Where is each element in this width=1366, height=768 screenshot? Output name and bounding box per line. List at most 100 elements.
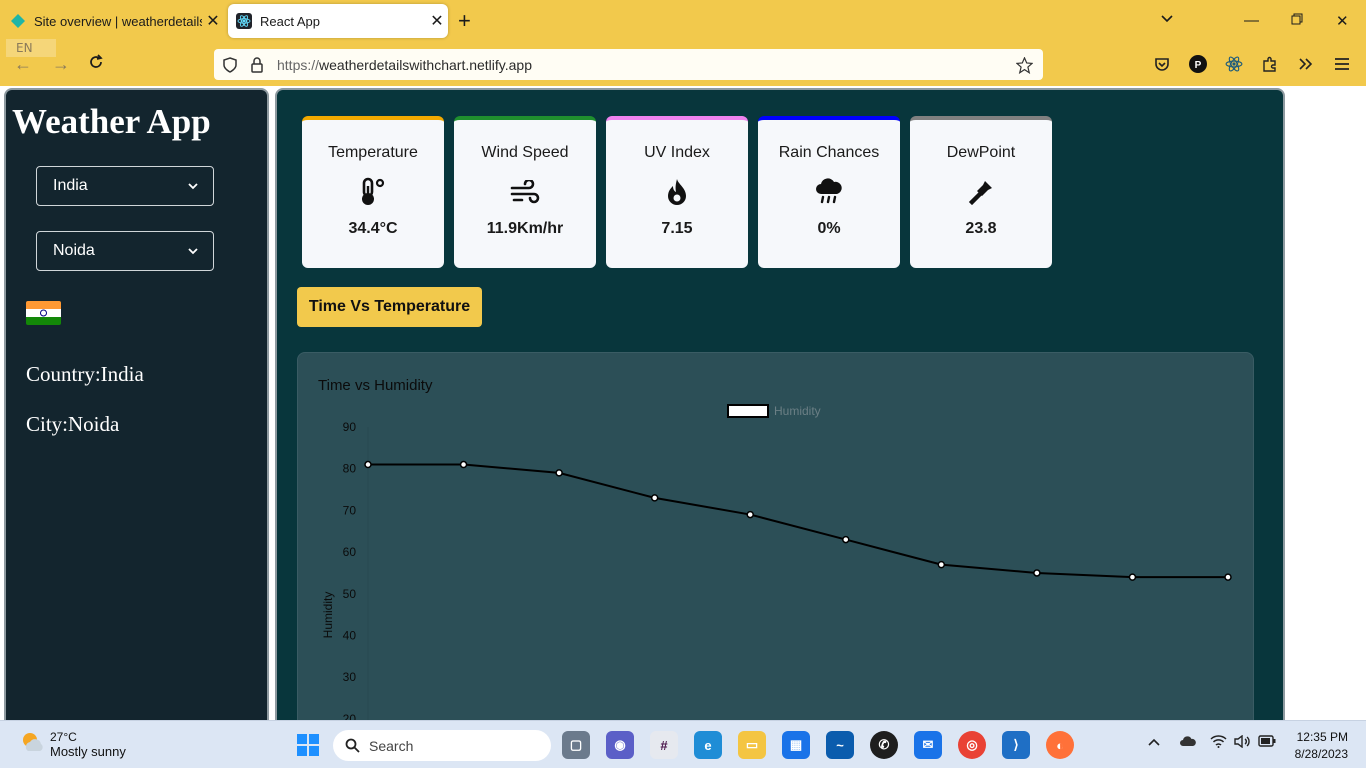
country-select[interactable]: India (36, 166, 214, 206)
tab-site-overview[interactable]: Site overview | weatherdetailswi ✕ (0, 4, 224, 38)
whiteboard-icon[interactable]: ~ (826, 731, 854, 759)
forward-icon[interactable]: → (52, 54, 70, 74)
netlify-icon (10, 13, 26, 29)
lock-icon[interactable] (250, 57, 264, 78)
humidity-data-point[interactable] (1033, 569, 1041, 577)
onedrive-cloud-icon[interactable] (1180, 735, 1196, 750)
card-value: 0% (817, 220, 841, 237)
reload-icon[interactable] (88, 54, 104, 75)
fire-icon (606, 174, 748, 210)
humidity-data-point[interactable] (555, 469, 563, 477)
city-label: City:Noida (26, 412, 120, 436)
windows-taskbar: 27°C Mostly sunny Search ▢ ◉ # e ▭ ▦ ~ ✆… (0, 720, 1366, 768)
wind-icon (454, 174, 596, 210)
tab-label: React App (260, 13, 320, 29)
slack-icon[interactable]: # (650, 731, 678, 759)
thermometer-icon (302, 174, 444, 210)
humidity-chart-card: Time vs Humidity Humidity Humidity 90 80 7… (297, 352, 1254, 720)
wifi-icon[interactable] (1210, 735, 1227, 751)
search-icon (345, 738, 360, 756)
edge-icon[interactable]: e (694, 731, 722, 759)
card-label: Rain Chances (778, 144, 880, 161)
rain-cloud-icon (758, 174, 900, 210)
humidity-data-point[interactable] (937, 560, 946, 569)
y-tick-label: 50 (343, 587, 357, 601)
humidity-data-point[interactable] (650, 494, 659, 502)
bookmark-star-icon[interactable] (1015, 56, 1034, 79)
taskbar-search[interactable]: Search (333, 730, 551, 761)
humidity-data-point[interactable] (1224, 573, 1232, 581)
react-devtools-icon[interactable] (1224, 54, 1244, 74)
url-bar[interactable]: https://weatherdetailswithchart.netlify.… (214, 49, 1043, 80)
y-tick-label: 20 (343, 712, 357, 720)
clock-time: 12:35 PM (1296, 730, 1348, 744)
legend-label: Humidity (774, 404, 821, 418)
time-vs-temperature-button[interactable]: Time Vs Temperature (297, 287, 482, 327)
card-label: Wind Speed (481, 144, 569, 161)
card-value: 34.4°C (348, 220, 398, 237)
india-flag-icon (26, 301, 61, 325)
legend-swatch[interactable] (727, 404, 769, 418)
file-explorer-icon[interactable]: ▭ (738, 731, 766, 759)
sidebar: Weather App India Noida Country:India Ci… (4, 88, 269, 720)
battery-icon[interactable] (1258, 735, 1276, 750)
show-hidden-icons-chevron-icon[interactable] (1148, 735, 1160, 750)
card-value: 23.8 (965, 220, 997, 237)
microsoft-store-icon[interactable]: ▦ (782, 731, 810, 759)
shield-icon[interactable] (222, 57, 238, 78)
humidity-line-chart: Humidity Humidity 90 80 70 60 50 40 30 20 (321, 404, 1232, 720)
more-tools-icon[interactable] (1296, 54, 1316, 74)
eyedropper-icon (910, 174, 1052, 210)
teams-chat-icon[interactable]: ◉ (606, 731, 634, 759)
city-select[interactable]: Noida (36, 231, 214, 271)
close-window-icon[interactable]: ✕ (1336, 13, 1349, 30)
mail-icon[interactable]: ✉ (914, 731, 942, 759)
list-tabs-icon[interactable] (1160, 12, 1174, 30)
chevron-down-icon (187, 244, 199, 262)
tab-react-app[interactable]: React App ✕ (228, 4, 448, 38)
humidity-data-point[interactable] (459, 460, 468, 469)
hamburger-menu-icon[interactable] (1332, 54, 1352, 74)
uv-index-card: UV Index 7.15 (606, 116, 748, 268)
y-tick-label: 90 (343, 420, 357, 434)
maximize-icon[interactable] (1291, 12, 1303, 29)
page-content: Weather App India Noida Country:India Ci… (0, 86, 1366, 720)
svg-text:P: P (1195, 60, 1202, 71)
taskbar-condition: Mostly sunny (50, 744, 126, 759)
humidity-series-line (368, 463, 1228, 579)
url-text: https://weatherdetailswithchart.netlify.… (277, 57, 532, 73)
close-tab-icon[interactable]: ✕ (430, 13, 444, 30)
weather-widget[interactable]: 27°C Mostly sunny (20, 729, 126, 760)
task-view-icon[interactable]: ▢ (562, 731, 590, 759)
firefox-icon[interactable]: ◐ (1046, 731, 1074, 759)
tab-label: Site overview | weatherdetailswi (34, 13, 202, 29)
language-indicator: EN (6, 39, 56, 57)
card-value: 7.15 (661, 220, 693, 237)
extensions-puzzle-icon[interactable] (1260, 54, 1280, 74)
search-placeholder: Search (369, 737, 414, 754)
humidity-data-point[interactable] (746, 510, 754, 519)
y-tick-label: 30 (343, 670, 357, 684)
windows-start-icon[interactable] (294, 731, 322, 759)
card-label: Temperature (328, 144, 418, 161)
whatsapp-icon[interactable]: ✆ (870, 731, 898, 759)
back-icon[interactable]: ← (14, 54, 32, 74)
profile-extension-icon[interactable]: P (1188, 54, 1208, 74)
humidity-data-point[interactable] (1128, 573, 1137, 581)
volume-icon[interactable] (1234, 734, 1251, 751)
vscode-icon[interactable]: ⟩ (1002, 731, 1030, 759)
system-clock[interactable]: 12:35 PM 8/28/2023 (1295, 729, 1348, 763)
humidity-data-point[interactable] (364, 460, 372, 469)
country-label: Country:India (26, 362, 144, 386)
chrome-icon[interactable]: ◎ (958, 731, 986, 759)
card-label: DewPoint (946, 144, 1016, 161)
new-tab-icon[interactable]: + (458, 8, 471, 33)
app-title: Weather App (12, 102, 211, 141)
humidity-data-point[interactable] (842, 535, 850, 544)
pocket-icon[interactable] (1152, 54, 1172, 74)
taskbar-temperature: 27°C (50, 730, 77, 744)
y-axis-label: Humidity (321, 592, 335, 639)
react-icon (236, 13, 252, 29)
minimize-icon[interactable]: — (1244, 12, 1259, 29)
close-tab-icon[interactable]: ✕ (206, 13, 220, 30)
